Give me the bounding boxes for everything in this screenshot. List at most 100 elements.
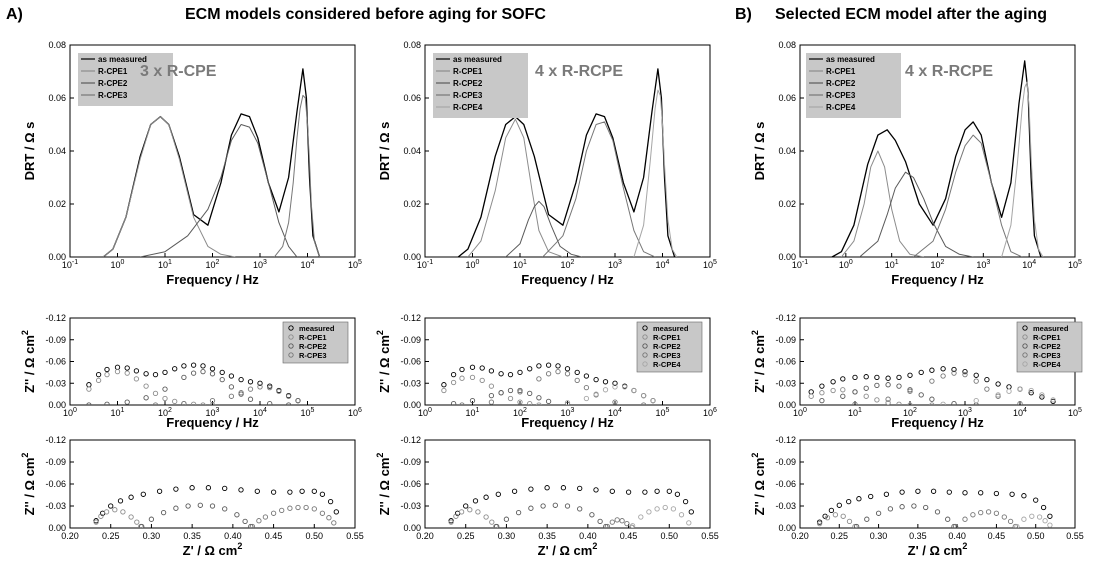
- figure-title-a: ECM models considered before aging for S…: [185, 6, 546, 23]
- x-tick-label: 104: [608, 407, 622, 418]
- data-point: [209, 366, 216, 372]
- x-axis-label: Frequency / Hz: [166, 272, 259, 287]
- data-point: [511, 488, 518, 494]
- x-tick-label: 102: [931, 259, 945, 270]
- x-tick-label: 0.55: [1066, 531, 1084, 541]
- data-point: [951, 366, 957, 373]
- data-point: [93, 519, 99, 525]
- model-annotation: 4 x R-RCPE: [535, 63, 623, 80]
- data-point: [552, 502, 558, 508]
- x-tick-label: 0.35: [183, 531, 201, 541]
- data-point: [574, 377, 580, 384]
- data-point: [228, 384, 235, 390]
- data-point: [907, 372, 913, 378]
- data-point: [162, 395, 168, 402]
- y-tick-label: -0.09: [775, 457, 796, 467]
- data-point: [885, 375, 891, 381]
- data-point: [331, 520, 337, 526]
- legend-swatch: [1022, 325, 1028, 331]
- x-tick-label: 106: [703, 407, 717, 418]
- legend-swatch: [1022, 361, 1028, 367]
- x-tick-label: 104: [1022, 259, 1036, 270]
- data-point: [295, 504, 301, 511]
- data-point: [148, 516, 155, 522]
- data-point: [287, 505, 293, 511]
- legend-label: R-CPE2: [1033, 342, 1061, 351]
- x-tick-label: 0.40: [224, 531, 242, 541]
- data-point: [228, 373, 235, 379]
- y-tick-label: 0.00: [403, 252, 421, 262]
- data-point: [479, 365, 485, 371]
- legend-swatch: [1022, 334, 1028, 340]
- data-point: [152, 390, 159, 397]
- data-point: [650, 397, 656, 404]
- data-point: [472, 498, 479, 504]
- y-tick-label: -0.12: [775, 435, 796, 445]
- data-point: [824, 515, 831, 521]
- y-tick-label: 0.00: [403, 523, 421, 533]
- data-point: [448, 519, 454, 525]
- data-point: [248, 523, 254, 528]
- data-point: [564, 366, 571, 372]
- data-point: [1001, 514, 1007, 520]
- chart-zf-b: 100 101 102 103 104 105 0.00 -0.03 -0.06 -0.09 -0.…: [750, 313, 1083, 430]
- data-point: [840, 376, 846, 382]
- data-point: [162, 386, 168, 392]
- y-axis-label: Z'' / Ω cm2: [20, 330, 37, 393]
- data-point: [190, 401, 197, 405]
- data-point: [222, 506, 228, 512]
- data-point: [852, 389, 858, 395]
- y-tick-label: -0.03: [45, 501, 66, 511]
- legend-label: R-CPE4: [453, 103, 483, 112]
- data-point: [846, 498, 852, 505]
- data-point: [629, 523, 636, 528]
- data-point: [642, 489, 648, 495]
- data-point: [874, 382, 880, 389]
- legend: as measured R-CPE1 R-CPE2 R-CPE3 R-CPE4: [433, 53, 528, 118]
- data-point: [459, 402, 465, 405]
- data-point: [311, 488, 317, 494]
- y-axis-label: DRT / Ω s: [377, 122, 392, 181]
- data-point: [1042, 518, 1048, 524]
- x-tick-label: 0.40: [579, 531, 597, 541]
- data-point: [256, 518, 262, 524]
- y-tick-label: -0.06: [775, 357, 796, 367]
- data-point: [319, 510, 326, 516]
- legend-swatch: [642, 361, 648, 367]
- data-point: [285, 402, 292, 405]
- data-point: [864, 516, 870, 522]
- data-point: [1006, 388, 1012, 394]
- data-point: [1050, 397, 1056, 403]
- data-point: [816, 520, 823, 527]
- series-line: [273, 94, 321, 257]
- data-point: [222, 485, 228, 492]
- y-tick-label: -0.09: [400, 335, 421, 345]
- x-tick-label: 0.55: [701, 531, 719, 541]
- data-point: [475, 509, 481, 515]
- data-point: [1017, 400, 1023, 405]
- data-point: [270, 510, 277, 516]
- series-line: [841, 150, 924, 257]
- x-tick-label: 105: [1068, 259, 1082, 270]
- data-point: [181, 400, 187, 405]
- data-point: [143, 371, 149, 377]
- data-point: [564, 503, 571, 509]
- y-tick-label: 0.00: [778, 400, 796, 410]
- data-point: [1012, 523, 1018, 528]
- data-point: [267, 400, 273, 405]
- data-point: [540, 503, 546, 509]
- data-point: [488, 368, 495, 374]
- data-point: [1047, 513, 1053, 519]
- x-tick-label: 104: [253, 407, 267, 418]
- data-point: [887, 506, 894, 512]
- data-point: [638, 514, 644, 520]
- x-tick-label: 105: [703, 259, 717, 270]
- x-tick-label: 101: [885, 259, 899, 270]
- data-point: [593, 376, 599, 383]
- data-point: [134, 519, 140, 525]
- x-tick-label: 0.30: [143, 531, 161, 541]
- data-point: [574, 369, 580, 376]
- y-tick-label: 0.08: [48, 40, 66, 50]
- data-point: [856, 496, 862, 502]
